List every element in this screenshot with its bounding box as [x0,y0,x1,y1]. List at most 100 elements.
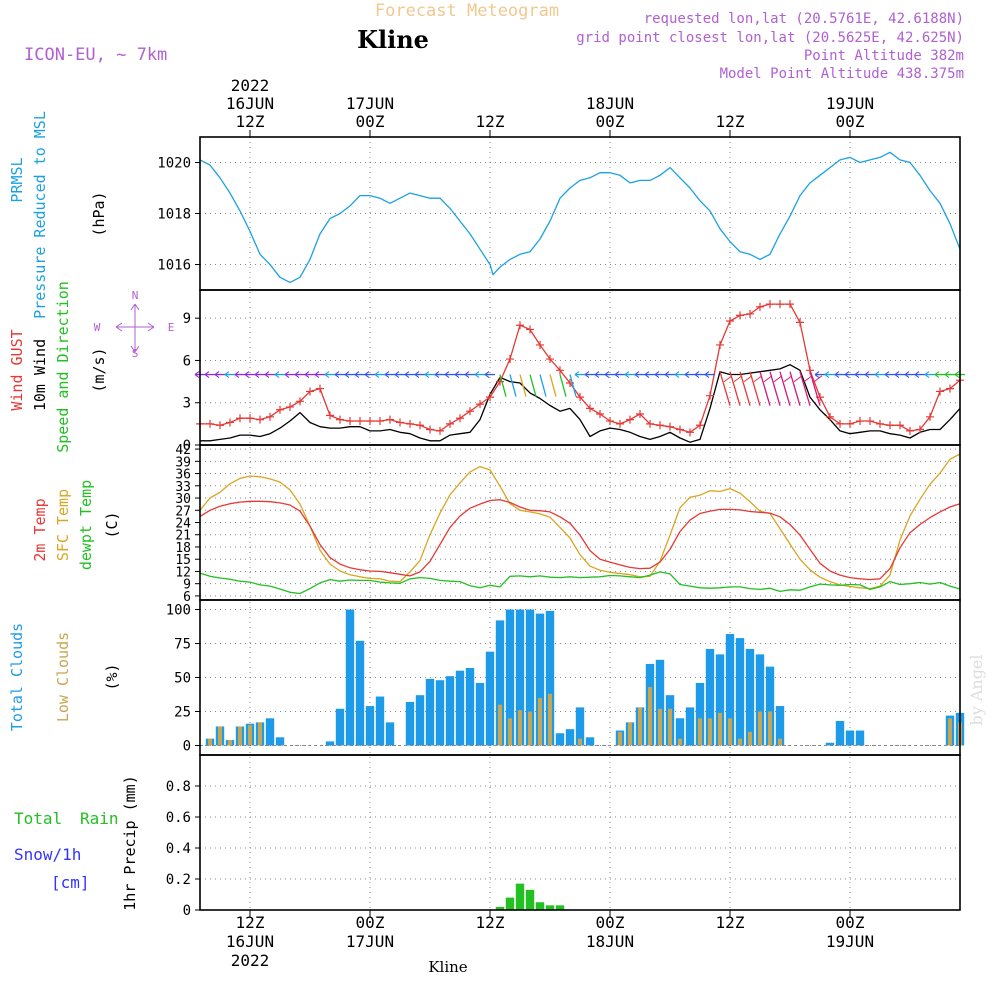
low-cloud-bar [738,738,742,746]
wind-direction-arrow [813,375,823,383]
snow-label: Snow/1h [14,845,81,864]
wind-gust-line [200,303,961,433]
wind-direction-arrow [674,371,680,378]
wind-gust-marker [666,422,674,431]
date-label: 19JUN [826,932,874,951]
wind-direction-arrow [434,371,440,378]
total-label: Total [14,809,62,828]
wind-direction-arrow [264,371,270,378]
total-cloud-bar [425,678,435,746]
wind-gust-marker [206,419,214,428]
low-cloud-bar [548,693,552,746]
total-cloud-bar [525,609,535,746]
low-cloud-bar [748,731,752,746]
clouds-ytick-label: 25 [174,704,191,720]
total-cloud-bar [415,695,425,746]
wind-direction-arrow [519,374,527,397]
precip-panel-frame [199,754,961,911]
wind-direction-arrow [474,371,480,378]
date-label: 16JUN [226,94,274,113]
rain-bar [545,905,555,910]
total-cloud-bar [515,609,525,746]
total-cloud-bar [835,721,845,746]
wind-gust-marker [366,417,374,426]
total-cloud-bar [755,654,765,746]
wind-direction-arrow [834,371,840,378]
low-cloud-bar [538,697,542,746]
low-cloud-bar [508,718,512,746]
temperature-ytick-label: 9 [183,578,191,593]
wind-direction-arrow [624,371,630,378]
wind-gust-marker [286,402,294,411]
rain-bar [535,902,545,910]
wind-direction-arrow [924,371,930,378]
wind-direction-arrow [854,371,860,378]
time-tick-label: 00Z [596,913,625,932]
wind-direction-arrow [803,375,813,383]
wind-direction-arrow [354,371,360,378]
footer-location: Kline [428,958,467,976]
wind-direction-arrow [274,371,280,378]
wind-gust-marker [326,411,334,420]
low-cloud-bar [578,738,582,746]
wind-direction-arrow [644,371,650,378]
wind-direction-arrow [723,375,733,383]
wind-gust-label: Wind GUST [8,329,26,410]
low-cloud-bar [228,740,232,746]
total-cloud-bar [725,633,735,746]
total-cloud-bar [365,706,375,746]
wind-direction-arrow [214,371,220,378]
total-cloud-bar [265,718,275,746]
wind-gust-marker [646,419,654,428]
wind-gust-marker [226,418,234,427]
wind-direction-arrow [824,371,830,378]
low-cloud-bar [668,708,672,746]
pressure-unit-label: (hPa) [90,191,108,236]
wind-gust-marker [236,414,244,423]
wind-direction-arrow [254,371,260,378]
wind-gust-marker [926,412,934,421]
low-cloud-bar [728,718,732,746]
watermark: by Angel [967,654,986,725]
date-label: 19JUN [826,94,874,113]
wind-direction-arrow [934,371,940,378]
wind-gust-marker [546,355,554,364]
wind-gust-marker [476,400,484,409]
wind-gust-marker [866,417,874,426]
wind-direction-arrow [799,371,811,406]
wind-gust-marker [756,302,764,311]
precip-ytick-label: 0.8 [166,779,191,795]
wind-gust-marker [706,391,714,400]
year-label: 2022 [231,76,270,95]
compass-rose: N S W E [94,289,175,360]
point-altitude: Point Altitude 382m [804,48,964,64]
total-cloud-bar [405,701,415,746]
wind-gust-marker [376,417,384,426]
pressure-ytick-label: 1018 [157,207,191,223]
time-tick-label: 12Z [476,913,505,932]
compass-s: S [132,347,139,360]
wind-direction-arrow [509,374,517,397]
wind-direction-arrow [404,371,410,378]
total-cloud-bar [325,741,335,746]
total-cloud-bar [435,680,445,746]
low-cloud-bar [238,726,242,746]
wind-gust-marker [876,419,884,428]
temperature-ytick-label: 21 [175,529,191,544]
wind-direction-arrow [694,371,700,378]
clouds-ytick-label: 0 [183,738,191,754]
wind-direction-arrow [539,374,547,397]
wind-gust-marker [936,387,944,396]
wind-gust-marker [946,384,954,393]
date-label: 18JUN [586,932,634,951]
wind-gust-marker [576,393,584,402]
wind-gust-marker [796,318,804,327]
wind-direction-arrow [234,371,240,378]
temperature-ytick-label: 27 [175,504,191,519]
wind-ytick-label: 0 [183,438,191,454]
wind-direction-arrow [809,371,821,406]
total-cloud-bar [455,670,465,746]
temperature-ytick-label: 12 [175,565,191,580]
wind-gust-marker [306,387,314,396]
wind-direction-arrow [584,371,590,378]
